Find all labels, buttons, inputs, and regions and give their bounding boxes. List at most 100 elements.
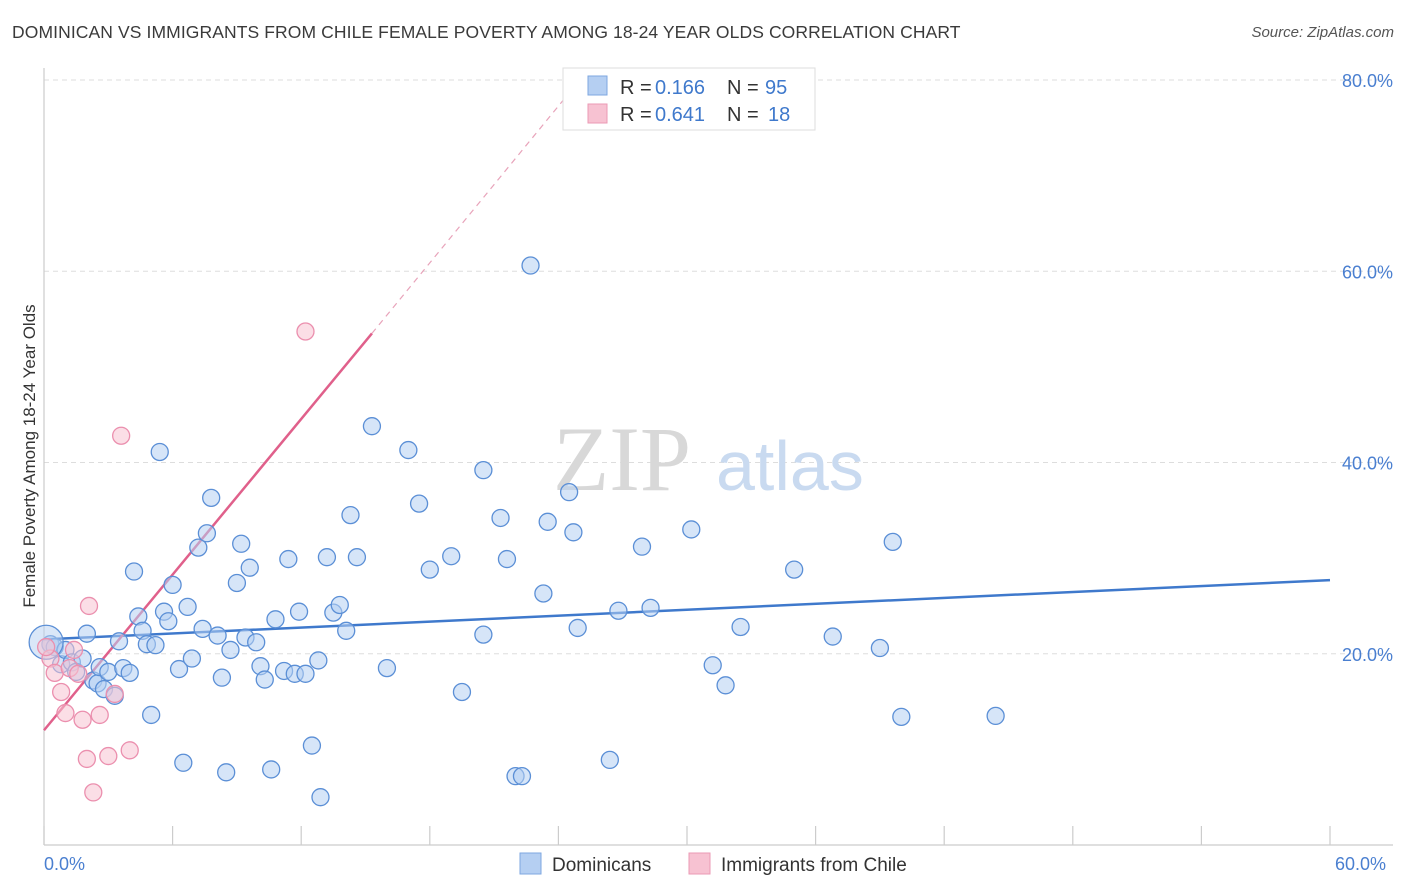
dominicans-point xyxy=(682,520,701,539)
dominicans-point xyxy=(600,750,619,770)
dominicans-point xyxy=(341,505,360,525)
dominicans-points xyxy=(28,256,1005,807)
dominicans-point xyxy=(193,619,212,639)
watermark-atlas: atlas xyxy=(716,427,864,505)
y-axis-label: Female Poverty Among 18-24 Year Olds xyxy=(20,304,39,607)
dominicans-point xyxy=(399,440,418,460)
dominicans-point xyxy=(362,417,382,436)
dominicans-point xyxy=(823,627,842,646)
legend: R = 0.166 N = 95 R = 0.641 N = 18 xyxy=(562,67,816,131)
trend-line-dominicans xyxy=(43,578,1331,641)
chile-point xyxy=(51,682,71,702)
dominicans-point xyxy=(217,763,236,782)
trend-line-chile-extension xyxy=(371,79,581,334)
dominicans-point xyxy=(632,537,652,556)
dominicans-point xyxy=(892,707,911,727)
dominicans-point xyxy=(227,573,247,593)
dominicans-point xyxy=(266,610,285,629)
chart-title: DOMINICAN VS IMMIGRANTS FROM CHILE FEMAL… xyxy=(12,22,961,42)
legend-n-value-1: 95 xyxy=(765,77,787,99)
dominicans-point xyxy=(564,523,583,542)
legend-n-label-2: N = xyxy=(727,104,759,126)
source-label: Source: ZipAtlas.com xyxy=(1251,24,1394,41)
dominicans-point xyxy=(559,482,579,502)
chile-point xyxy=(64,640,84,660)
x-tick-label-max: 60.0% xyxy=(1335,854,1386,874)
dominicans-point xyxy=(232,534,251,553)
chile-point xyxy=(112,426,131,445)
y-tick-labels: 20.0% 40.0% 60.0% 80.0% xyxy=(1342,71,1393,665)
bottom-legend-label-chile: Immigrants from Chile xyxy=(721,855,907,876)
chile-points xyxy=(36,322,315,802)
dominicans-point xyxy=(279,549,298,569)
dominicans-point xyxy=(491,508,510,528)
legend-swatch-pink xyxy=(587,103,608,124)
legend-r-value-1: 0.166 xyxy=(655,77,705,99)
axes xyxy=(43,68,1393,846)
dominicans-point xyxy=(247,633,266,652)
legend-r-label-2: R = xyxy=(620,104,652,126)
dominicans-point xyxy=(197,524,217,543)
chile-point xyxy=(120,741,139,760)
dominicans-point xyxy=(302,736,322,755)
dominicans-point xyxy=(452,682,472,702)
dominicans-point xyxy=(986,706,1005,726)
dominicans-point xyxy=(109,632,129,651)
dominicans-point xyxy=(174,753,193,772)
dominicans-point xyxy=(870,638,890,658)
dominicans-point xyxy=(189,538,208,557)
dominicans-point xyxy=(202,488,221,508)
dominicans-point xyxy=(150,442,169,462)
dominicans-point xyxy=(289,602,309,621)
dominicans-point xyxy=(159,612,178,631)
dominicans-point xyxy=(409,494,429,513)
chile-point xyxy=(36,637,56,657)
dominicans-point xyxy=(309,651,328,670)
dominicans-point xyxy=(521,256,540,275)
dominicans-point xyxy=(883,532,902,552)
dominicans-point xyxy=(124,562,144,581)
y-tick-label-80: 80.0% xyxy=(1342,71,1393,91)
dominicans-point xyxy=(497,549,517,569)
dominicans-point xyxy=(99,662,118,682)
dominicans-point xyxy=(716,676,735,695)
legend-n-value-2: 18 xyxy=(768,104,790,126)
dominicans-point xyxy=(538,512,557,531)
dominicans-point xyxy=(169,659,189,679)
chile-point xyxy=(296,322,315,341)
dominicans-point xyxy=(641,598,660,617)
chile-point xyxy=(99,746,118,766)
bottom-legend-label-dominicans: Dominicans xyxy=(552,855,651,876)
dominicans-point xyxy=(142,705,161,725)
y-tick-label-20: 20.0% xyxy=(1342,645,1393,665)
dominicans-point xyxy=(512,767,532,786)
dominicans-point xyxy=(221,640,240,660)
dominicans-point xyxy=(255,670,274,689)
dominicans-point xyxy=(311,788,330,807)
dominicans-point xyxy=(240,558,259,577)
dominicans-point xyxy=(534,584,553,603)
dominicans-point xyxy=(178,597,197,617)
dominicans-point xyxy=(212,668,232,687)
x-tick-label-min: 0.0% xyxy=(44,854,85,874)
y-tick-label-60: 60.0% xyxy=(1342,262,1393,282)
legend-swatch-blue xyxy=(587,75,608,96)
dominicans-point xyxy=(474,625,493,644)
dominicans-point xyxy=(568,618,587,638)
y-tick-label-40: 40.0% xyxy=(1342,454,1393,474)
dominicans-point xyxy=(785,560,804,579)
dominicans-point xyxy=(163,575,182,595)
dominicans-point xyxy=(337,621,356,640)
bottom-legend: Dominicans Immigrants from Chile xyxy=(519,852,907,876)
legend-n-label-1: N = xyxy=(727,77,759,99)
dominicans-point xyxy=(317,548,337,567)
dominicans-point xyxy=(420,560,439,579)
dominicans-point xyxy=(146,635,165,655)
dominicans-point xyxy=(77,624,97,643)
dominicans-point xyxy=(120,663,139,683)
dominicans-point xyxy=(442,547,461,566)
dominicans-point xyxy=(296,664,315,683)
legend-r-label-1: R = xyxy=(620,77,652,99)
dominicans-point xyxy=(377,658,397,678)
